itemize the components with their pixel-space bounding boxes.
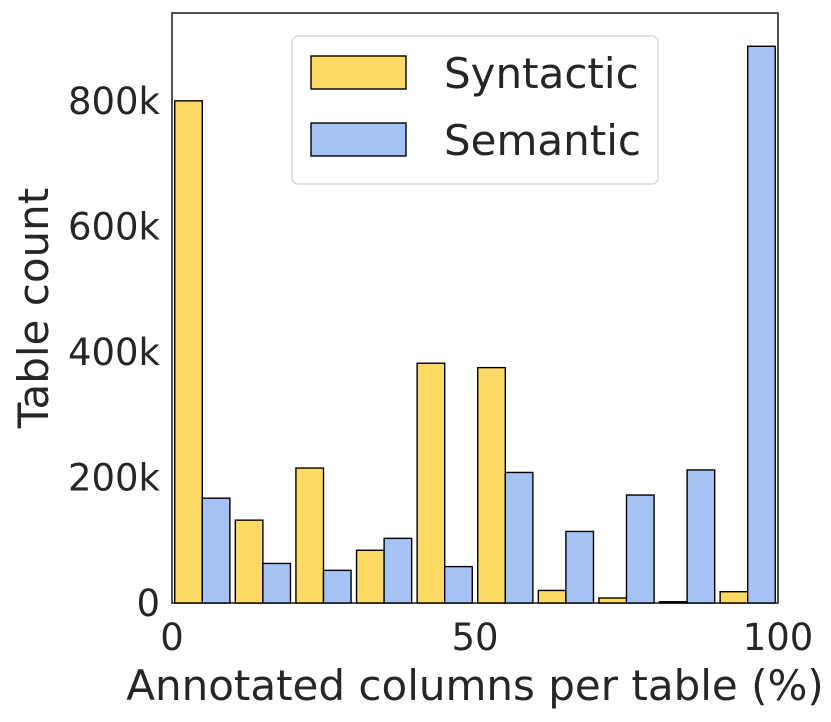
bar-semantic-bin-90 — [747, 45, 776, 604]
bar-syntactic-bin-0 — [174, 100, 203, 604]
x-tick-label: 50 — [451, 616, 498, 659]
legend-swatch-syntactic — [310, 55, 407, 90]
y-tick-labels: 0 200k 400k 600k 800k — [68, 80, 161, 625]
x-tick-labels: 0 50 100 — [160, 616, 813, 659]
y-tick-label: 600k — [68, 205, 161, 248]
bar-semantic-bin-50 — [504, 471, 534, 604]
y-tick-label: 800k — [68, 80, 161, 123]
bar-semantic-bin-60 — [565, 530, 595, 604]
bar-syntactic-bin-60 — [537, 589, 567, 604]
legend-label-semantic: Semantic — [444, 116, 641, 165]
x-tick-label: 0 — [160, 616, 184, 659]
bar-syntactic-bin-80 — [658, 601, 688, 604]
legend: Syntactic Semantic — [291, 35, 659, 185]
y-tick-label: 0 — [136, 582, 160, 625]
bars-layer — [174, 45, 776, 604]
bar-syntactic-bin-30 — [355, 549, 385, 604]
bar-semantic-bin-10 — [262, 562, 292, 604]
legend-swatch-semantic — [310, 122, 407, 157]
y-axis-label: Table count — [9, 188, 58, 429]
bar-semantic-bin-0 — [201, 497, 231, 604]
x-tick-label: 100 — [743, 616, 814, 659]
bar-syntactic-bin-70 — [598, 597, 628, 604]
y-tick-label: 400k — [68, 331, 161, 374]
bar-syntactic-bin-90 — [719, 591, 749, 604]
bar-syntactic-bin-50 — [477, 366, 507, 604]
bar-semantic-bin-70 — [625, 494, 655, 604]
bar-syntactic-bin-10 — [234, 519, 264, 604]
bar-syntactic-bin-20 — [295, 467, 325, 604]
bar-syntactic-bin-40 — [416, 362, 446, 604]
x-axis-label: Annotated columns per table (%) — [126, 661, 824, 710]
bar-semantic-bin-80 — [686, 469, 716, 604]
bar-semantic-bin-20 — [322, 569, 352, 604]
y-tick-label: 200k — [68, 456, 161, 499]
bar-semantic-bin-40 — [444, 565, 473, 604]
legend-label-syntactic: Syntactic — [444, 49, 639, 98]
bar-semantic-bin-30 — [383, 537, 413, 604]
